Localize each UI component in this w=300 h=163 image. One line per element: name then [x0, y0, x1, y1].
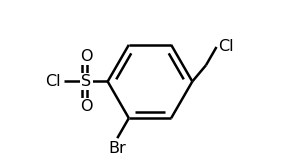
Text: Br: Br: [108, 141, 126, 156]
Text: O: O: [80, 49, 93, 64]
Text: S: S: [81, 74, 92, 89]
Text: Cl: Cl: [218, 39, 234, 54]
Text: O: O: [80, 99, 93, 114]
Text: Cl: Cl: [45, 74, 61, 89]
